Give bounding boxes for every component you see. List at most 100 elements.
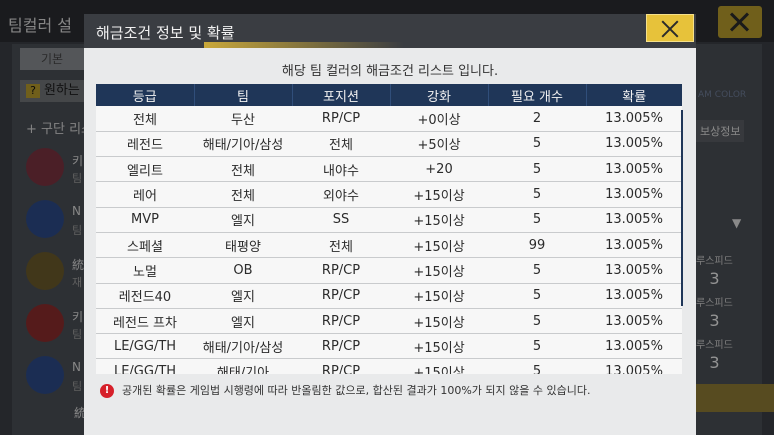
cell-team: 해태/기아 xyxy=(194,358,292,374)
cell-grade: 레전드40 xyxy=(96,283,194,309)
column-header: 강화 xyxy=(390,84,489,106)
modal-header: 해금조건 정보 및 확률 xyxy=(84,14,696,48)
cell-position: 내야수 xyxy=(292,156,390,183)
cell-probability: 13.005% xyxy=(586,207,682,233)
cell-position: 전체 xyxy=(292,232,390,259)
cell-grade: 노멀 xyxy=(96,257,194,284)
team-logo-icon xyxy=(26,356,64,394)
table-header-row: 등급 팀 포지션 강화 필요 개수 확률 xyxy=(96,84,682,106)
table-row: 레전드 해태/기아/삼성 전체 +5이상 5 13.005% xyxy=(96,131,682,158)
column-header: 포지션 xyxy=(292,84,391,106)
cell-enhance: +15이상 xyxy=(390,181,488,208)
table-row: 레어 전체 외야수 +15이상 5 13.005% xyxy=(96,181,682,208)
chevron-down-icon[interactable]: ▼ xyxy=(732,216,742,230)
table-row: 스페셜 태평양 전체 +15이상 99 13.005% xyxy=(96,232,682,259)
cell-count: 5 xyxy=(488,283,586,309)
cell-team: 전체 xyxy=(194,181,292,208)
notice-text: 공개된 확률은 게임법 시행령에 따라 반올림한 값으로, 합산된 결과가 10… xyxy=(122,384,591,397)
cell-count: 5 xyxy=(488,308,586,335)
cell-grade: 스페셜 xyxy=(96,232,194,259)
cell-grade: 레어 xyxy=(96,181,194,208)
table-row: LE/GG/TH 해태/기아/삼성 RP/CP +15이상 5 13.005% xyxy=(96,333,682,360)
speed-stat: 루스피드 3 xyxy=(696,256,733,288)
table-row: 전체 두산 RP/CP +0이상 2 13.005% xyxy=(96,106,682,132)
cell-enhance: +15이상 xyxy=(390,358,488,374)
table-row: LE/GG/TH 해태/기아 RP/CP +15이상 5 13.005% xyxy=(96,358,682,374)
cell-team: OB xyxy=(194,257,292,284)
cell-grade: 엘리트 xyxy=(96,156,194,183)
team-logo-icon xyxy=(26,252,64,290)
column-header: 필요 개수 xyxy=(488,84,587,106)
cell-position: RP/CP xyxy=(292,283,390,309)
cell-probability: 13.005% xyxy=(586,257,682,284)
cell-probability: 13.005% xyxy=(586,283,682,309)
cell-grade: LE/GG/TH xyxy=(96,333,194,360)
cell-count: 5 xyxy=(488,181,586,208)
cell-team: 두산 xyxy=(194,106,292,132)
app-close-button[interactable] xyxy=(718,6,762,38)
cell-grade: 레전드 xyxy=(96,131,194,158)
team-logo-icon xyxy=(26,148,64,186)
want-filter[interactable]: ? 원하는 xyxy=(20,80,90,102)
cell-probability: 13.005% xyxy=(586,106,682,132)
modal-close-button[interactable] xyxy=(646,14,694,42)
cell-enhance: +15이상 xyxy=(390,232,488,259)
warning-icon: ! xyxy=(100,384,114,398)
table-scrollbar[interactable] xyxy=(681,110,683,306)
reward-info-button[interactable]: 보상정보 xyxy=(696,120,745,142)
cell-probability: 13.005% xyxy=(586,131,682,158)
cell-enhance: +5이상 xyxy=(390,131,488,158)
cell-probability: 13.005% xyxy=(586,232,682,259)
cell-position: RP/CP xyxy=(292,333,390,360)
cell-position: RP/CP xyxy=(292,106,390,132)
cell-count: 5 xyxy=(488,333,586,360)
tab-basic[interactable]: 기본 xyxy=(20,48,84,70)
cell-team: 해태/기아/삼성 xyxy=(194,333,292,360)
cell-enhance: +15이상 xyxy=(390,283,488,309)
cell-count: 5 xyxy=(488,156,586,183)
speed-stat: 루스피드 3 xyxy=(696,340,733,372)
table-row: 레전드 프차 엘지 RP/CP +15이상 5 13.005% xyxy=(96,308,682,335)
cell-count: 2 xyxy=(488,106,586,132)
cell-probability: 13.005% xyxy=(586,333,682,360)
cell-position: 전체 xyxy=(292,131,390,158)
cell-grade: 전체 xyxy=(96,106,194,132)
cell-position: RP/CP xyxy=(292,308,390,335)
cell-team: 엘지 xyxy=(194,207,292,233)
table-row: 엘리트 전체 내야수 +20 5 13.005% xyxy=(96,156,682,183)
team-logo-icon xyxy=(26,200,64,238)
cell-position: 외야수 xyxy=(292,181,390,208)
team-list-header: + 구단 리스 xyxy=(26,122,93,137)
cell-position: SS xyxy=(292,207,390,233)
team-color-label: AM COLOR xyxy=(698,90,747,100)
table-row: MVP 엘지 SS +15이상 5 13.005% xyxy=(96,207,682,233)
modal-description: 해당 팀 컬러의 해금조건 리스트 입니다. xyxy=(281,64,499,79)
column-header: 팀 xyxy=(194,84,293,106)
header-accent xyxy=(204,42,404,48)
cell-grade: LE/GG/TH xyxy=(96,358,194,374)
column-header: 확률 xyxy=(586,84,682,106)
cell-probability: 13.005% xyxy=(586,181,682,208)
table-row: 노멀 OB RP/CP +15이상 5 13.005% xyxy=(96,257,682,284)
team-logo-icon xyxy=(26,304,64,342)
probability-notice: ! 공개된 확률은 게임법 시행령에 따라 반올림한 값으로, 합산된 결과가 1… xyxy=(100,382,590,398)
cell-enhance: +0이상 xyxy=(390,106,488,132)
question-icon: ? xyxy=(26,84,40,98)
cell-probability: 13.005% xyxy=(586,156,682,183)
cell-count: 5 xyxy=(488,131,586,158)
cell-count: 5 xyxy=(488,257,586,284)
bottom-action-button[interactable] xyxy=(682,384,774,412)
cell-count: 5 xyxy=(488,207,586,233)
cell-position: RP/CP xyxy=(292,358,390,374)
conditions-table: 등급 팀 포지션 강화 필요 개수 확률 전체 두산 RP/CP +0이상 2 13.00… xyxy=(96,84,682,374)
cell-grade: MVP xyxy=(96,207,194,233)
conditions-table-container[interactable]: 등급 팀 포지션 강화 필요 개수 확률 전체 두산 RP/CP +0이상 2 13.00… xyxy=(96,84,682,374)
cell-team: 전체 xyxy=(194,156,292,183)
cell-team: 태평양 xyxy=(194,232,292,259)
